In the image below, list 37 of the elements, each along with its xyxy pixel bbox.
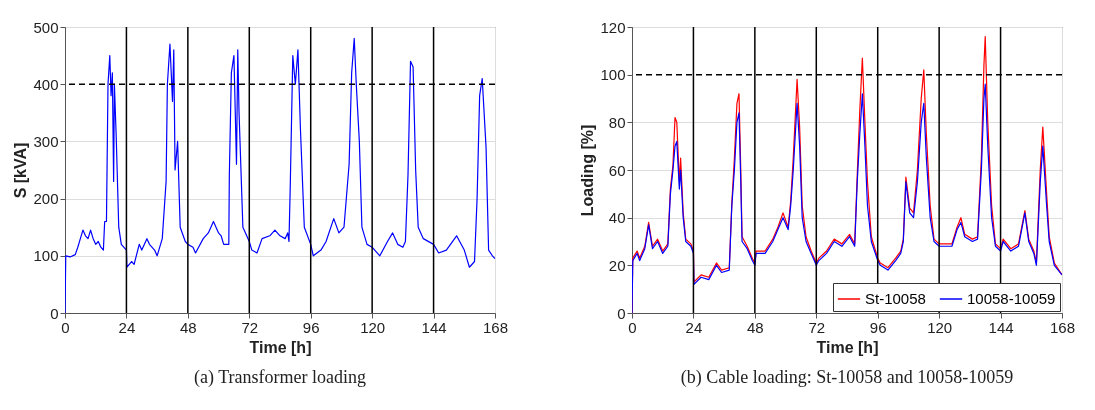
- x-tick-label: 168: [482, 318, 509, 336]
- y-axis-title: S [kVA]: [12, 142, 30, 199]
- x-tick-label: 48: [747, 318, 764, 336]
- x-tick-label: 144: [988, 318, 1014, 336]
- y-tick-label: 0: [50, 304, 59, 322]
- y-tick-label: 400: [33, 75, 59, 93]
- y-tick-label: 60: [608, 161, 626, 179]
- text: (a) Transformer loading: [194, 367, 366, 388]
- y-tick-label: 20: [608, 256, 626, 274]
- legend-label: St-10058: [865, 290, 926, 307]
- x-tick-label: 48: [180, 318, 197, 336]
- x-tick-label: 120: [360, 318, 386, 336]
- y-tick-label: 100: [600, 66, 626, 84]
- x-tick-label: 24: [685, 318, 703, 336]
- y-axis-title: Loading [%]: [579, 124, 597, 217]
- x-tick-label: 144: [421, 318, 447, 336]
- x-tick-label: 0: [61, 318, 70, 336]
- y-tick-label: 40: [608, 209, 626, 227]
- x-tick-label: 96: [869, 318, 887, 336]
- x-tick-label: 168: [1049, 318, 1076, 336]
- y-tick-label: 500: [33, 18, 59, 36]
- x-tick-label: 72: [241, 318, 259, 336]
- legend-label: 10058-10059: [967, 290, 1056, 307]
- x-axis-title: Time [h]: [249, 338, 312, 356]
- x-tick-label: 72: [808, 318, 826, 336]
- y-tick-label: 100: [33, 247, 59, 265]
- y-tick-label: 0: [617, 304, 626, 322]
- x-tick-label: 24: [118, 318, 136, 336]
- x-tick-label: 120: [927, 318, 953, 336]
- x-tick-label: 96: [302, 318, 320, 336]
- y-tick-label: 80: [608, 113, 626, 131]
- y-tick-label: 300: [33, 132, 59, 150]
- x-axis-title: Time [h]: [816, 338, 879, 356]
- y-tick-label: 120: [600, 18, 626, 36]
- text: (b) Cable loading: St-10058 and 10058-10059: [680, 367, 1014, 388]
- y-tick-label: 200: [33, 190, 59, 208]
- x-tick-label: 0: [628, 318, 637, 336]
